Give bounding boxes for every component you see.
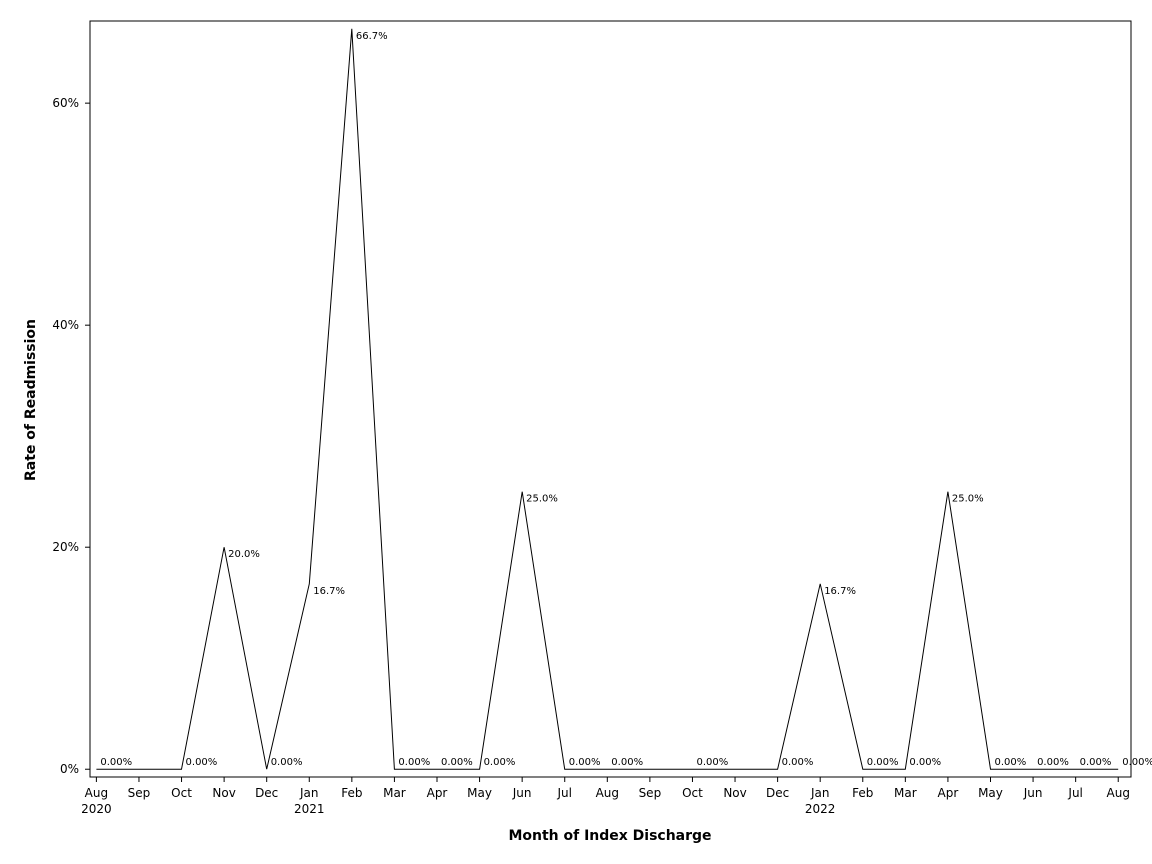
data-label: 0.00%	[867, 757, 899, 768]
data-label: 0.00%	[186, 757, 218, 768]
x-tick-label: Jun	[1023, 786, 1043, 800]
y-axis-title: Rate of Readmission	[23, 319, 39, 481]
x-tick-label: Oct	[171, 786, 192, 800]
x-tick-label: Mar	[894, 786, 917, 800]
data-label: 0.00%	[611, 757, 643, 768]
data-label: 0.00%	[398, 757, 430, 768]
data-label: 16.7%	[313, 586, 345, 597]
x-year-label: 2020	[81, 802, 112, 816]
x-tick-label: May	[978, 786, 1003, 800]
point-labels: 0.00% 0.00% 20.0% 0.00% 16.7% 66.7% 0.00% 0.00%…	[100, 31, 1152, 768]
x-tick-label: Jan	[299, 786, 319, 800]
y-tick-label: 20%	[52, 540, 79, 554]
x-year-label: 2021	[294, 802, 325, 816]
data-label: 0.00%	[100, 757, 132, 768]
data-label: 25.0%	[952, 494, 984, 505]
y-tick-label: 0%	[60, 762, 79, 776]
data-label: 0.00%	[909, 757, 941, 768]
data-label: 0.00%	[1122, 757, 1152, 768]
x-tick-label: Jul	[556, 786, 571, 800]
x-tick-label: Dec	[255, 786, 278, 800]
data-label: 0.00%	[1037, 757, 1069, 768]
x-tick-label: May	[467, 786, 492, 800]
data-label: 0.00%	[441, 757, 473, 768]
x-tick-label: Jun	[512, 786, 532, 800]
x-axis-title: Month of Index Discharge	[508, 828, 711, 844]
x-tick-label: Mar	[383, 786, 406, 800]
x-tick-label: Feb	[852, 786, 873, 800]
x-year-label: 2022	[805, 802, 836, 816]
y-tick-label: 40%	[52, 318, 79, 332]
x-axis: Aug Sep Oct Nov Dec Jan Feb Mar Apr May Jun Jul Aug S…	[81, 777, 1130, 816]
data-label: 0.00%	[994, 757, 1026, 768]
series-line	[96, 28, 1119, 770]
x-tick-label: Dec	[766, 786, 789, 800]
data-label: 25.0%	[526, 494, 558, 505]
x-tick-label: Apr	[938, 786, 959, 800]
x-tick-label: Sep	[639, 786, 662, 800]
x-tick-label: Nov	[212, 786, 235, 800]
data-label: 0.00%	[696, 757, 728, 768]
plot-frame	[89, 20, 1132, 778]
x-tick-label: Aug	[596, 786, 619, 800]
y-axis: 0% 20% 40% 60%	[52, 96, 90, 776]
data-label: 0.00%	[782, 757, 814, 768]
data-label: 20.0%	[228, 549, 260, 560]
data-label: 0.00%	[1080, 757, 1112, 768]
x-tick-label: Feb	[341, 786, 362, 800]
x-tick-label: Jan	[810, 786, 830, 800]
x-tick-label: Aug	[85, 786, 108, 800]
data-label: 16.7%	[824, 586, 856, 597]
data-label: 0.00%	[569, 757, 601, 768]
x-tick-label: Aug	[1107, 786, 1130, 800]
data-label: 0.00%	[484, 757, 516, 768]
x-tick-label: Nov	[723, 786, 746, 800]
x-tick-label: Sep	[128, 786, 151, 800]
x-tick-label: Apr	[427, 786, 448, 800]
data-label: 66.7%	[356, 31, 388, 42]
y-tick-label: 60%	[52, 96, 79, 110]
data-label: 0.00%	[271, 757, 303, 768]
x-tick-label: Jul	[1067, 786, 1082, 800]
x-tick-label: Oct	[682, 786, 703, 800]
